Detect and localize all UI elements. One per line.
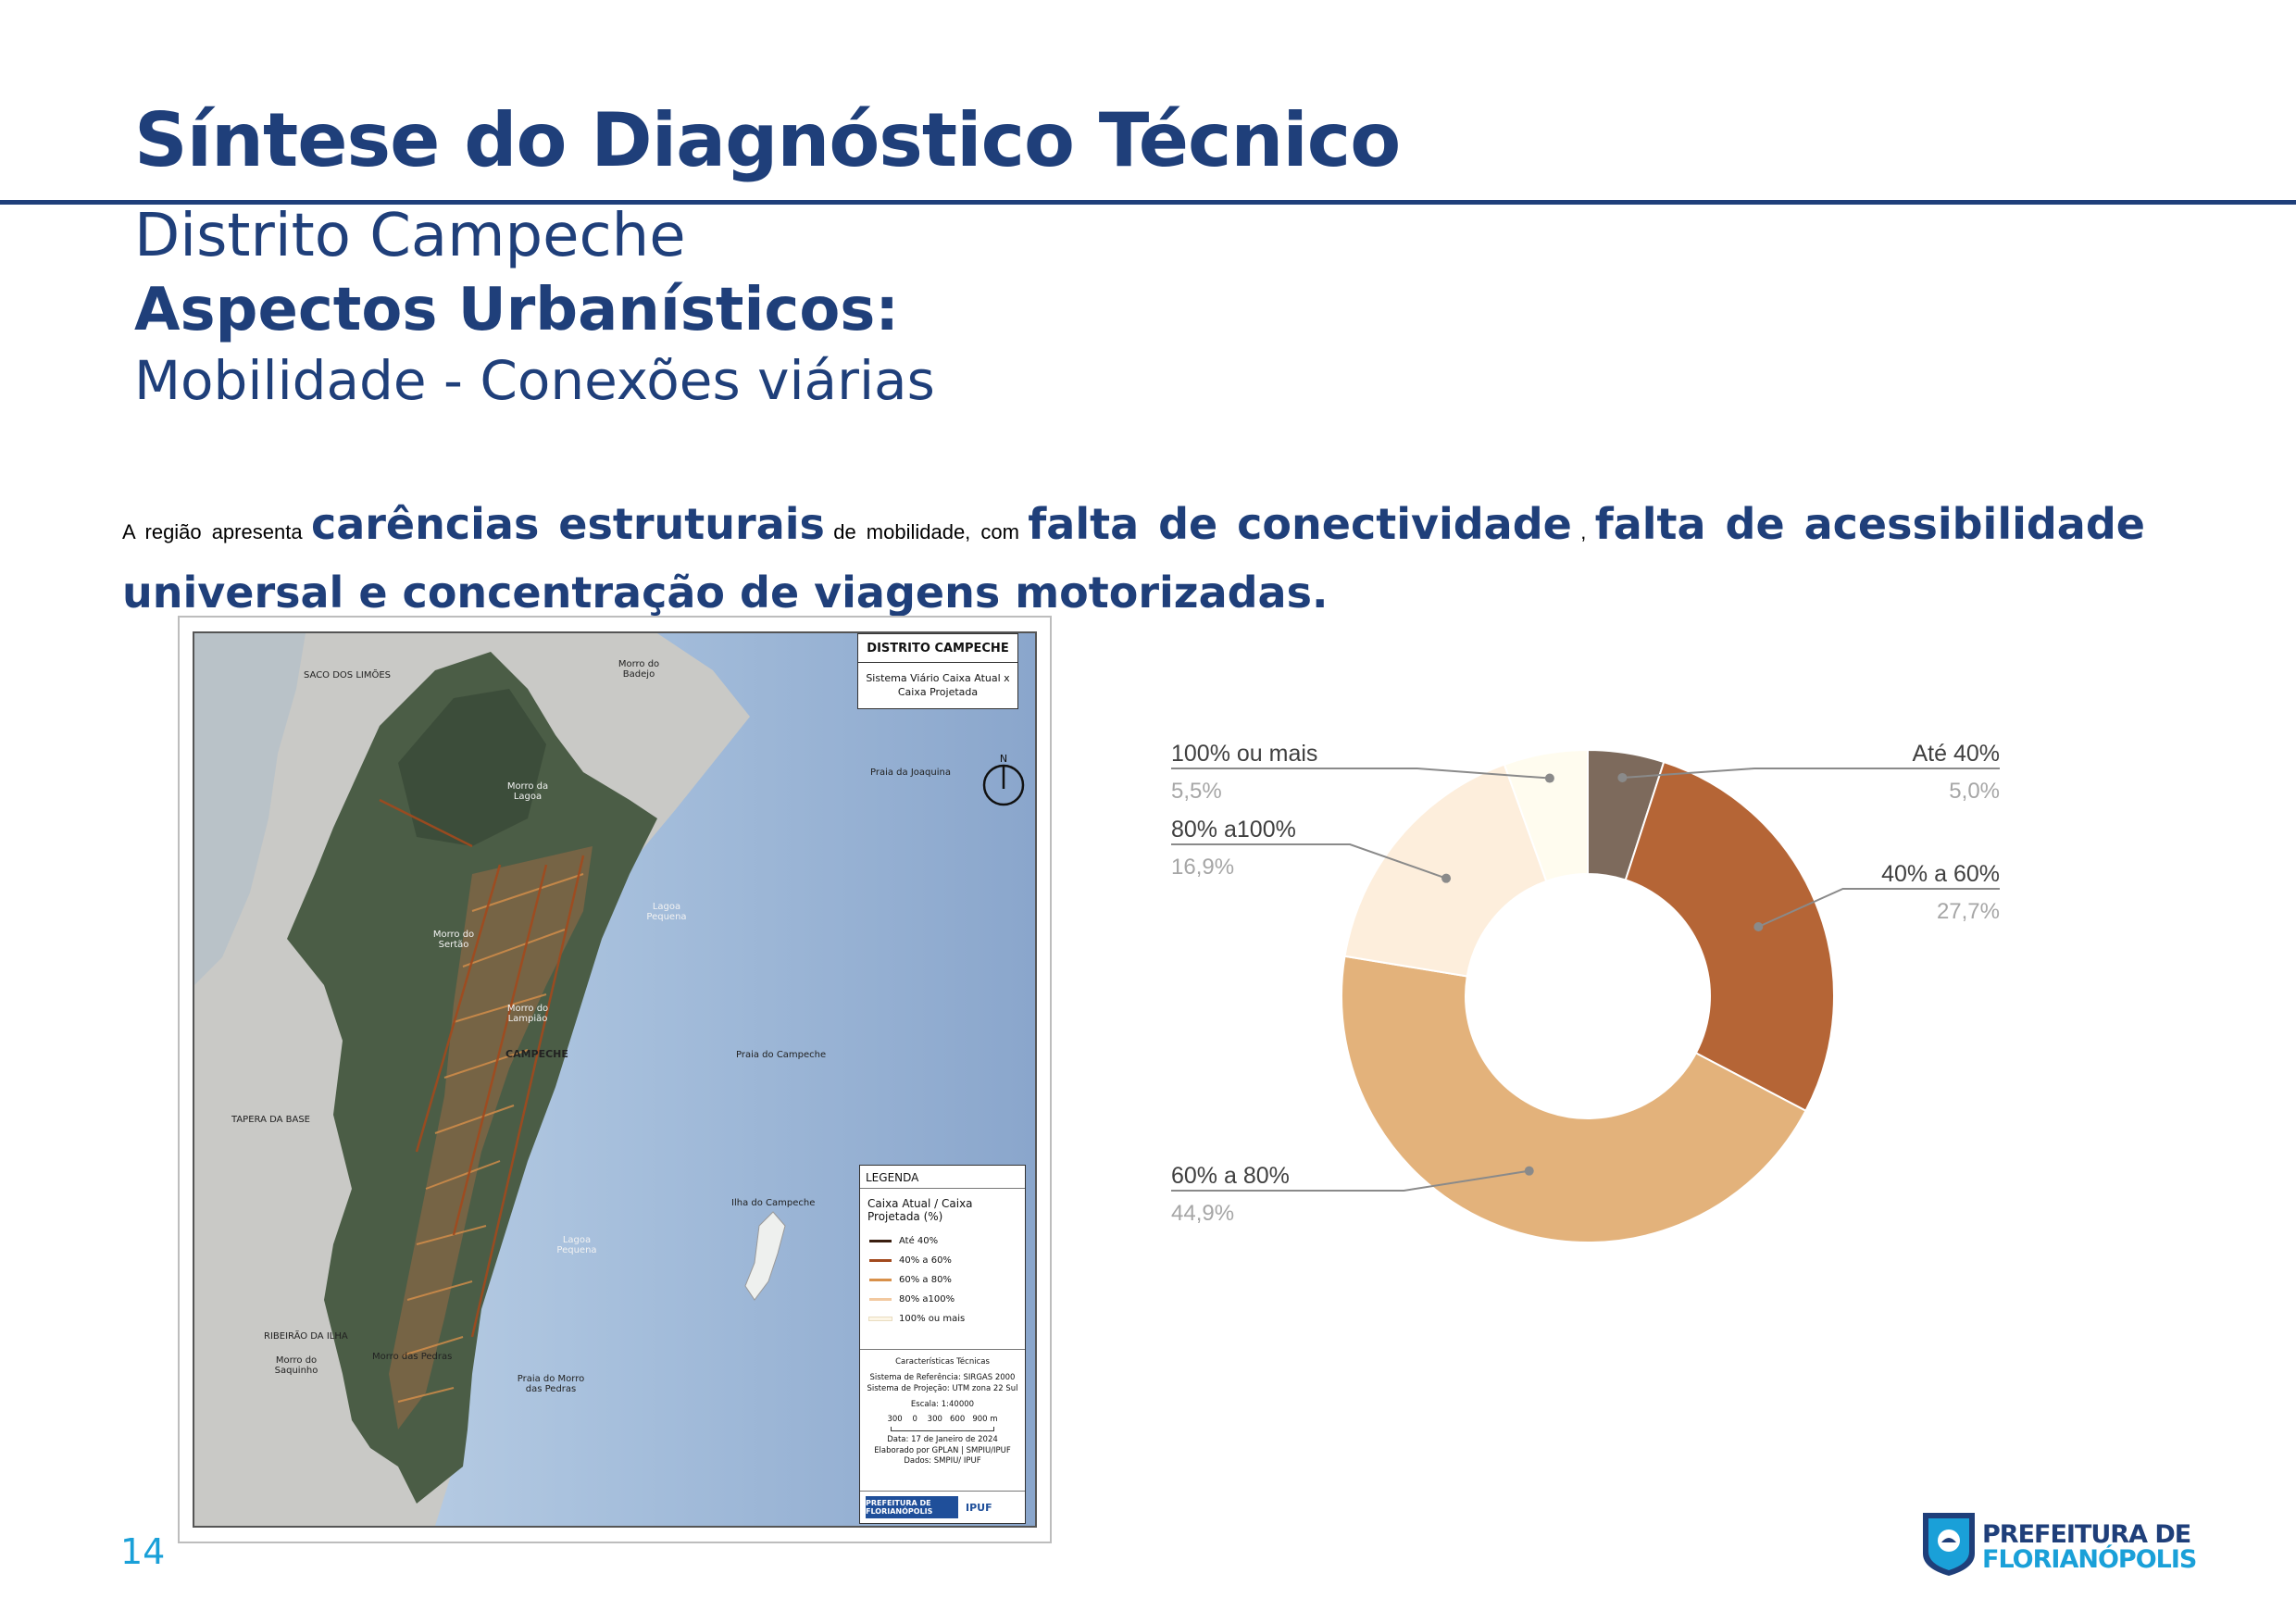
scale-bar <box>891 1427 994 1432</box>
leader-dot <box>1441 873 1452 883</box>
donut-slice <box>1343 763 1548 978</box>
legend-heading: LEGENDA <box>860 1166 1025 1189</box>
donut-slice <box>1341 955 1807 1243</box>
slice-value-label: 5,0% <box>1949 779 2000 804</box>
legend-label: 80% a100% <box>899 1293 955 1305</box>
lead-highlight-1: carências estruturais <box>310 499 825 549</box>
label-praia-morro-pedras: Praia do Morro das Pedras <box>517 1374 585 1394</box>
technical-info: Características Técnicas Sistema de Refe… <box>860 1349 1025 1467</box>
lead-highlight-3: falta de acessibilidade universal e conc… <box>122 499 2145 618</box>
legend-swatch <box>869 1258 892 1262</box>
leader-line <box>1171 768 1550 780</box>
map-source: Dados: SMPIU/ IPUF <box>904 1456 981 1467</box>
topic-heading: Mobilidade - Conexões viárias <box>134 349 935 412</box>
legend-label: 40% a 60% <box>899 1255 952 1266</box>
label-morro-sertao: Morro do Sertão <box>432 930 475 950</box>
lead-highlight-2: falta de conectividade <box>1028 499 1572 549</box>
city-crest-icon <box>1923 1513 1975 1576</box>
map-author: Elaborado por GPLAN | SMPIU/IPUF <box>874 1445 1011 1455</box>
label-campeche: CAMPECHE <box>505 1048 568 1060</box>
legend-item: 60% a 80% <box>860 1270 1025 1290</box>
slice-value-label: 44,9% <box>1171 1201 1234 1226</box>
slice-value-label: 5,5% <box>1171 779 1222 804</box>
label-morro-lagoa: Morro da Lagoa <box>506 781 549 802</box>
legend-label: 60% a 80% <box>899 1274 952 1285</box>
slice-category-label: 100% ou mais <box>1171 741 1317 767</box>
legend-logos: PREFEITURA DE FLORIANÓPOLIS IPUF <box>860 1491 1025 1523</box>
section-heading: Aspectos Urbanísticos: <box>134 276 899 344</box>
donut-chart: Até 40% 5,0% 40% a 60% 27,7% 60% a 80% 44,9% 8… <box>1171 741 2000 1243</box>
donut-slice <box>1624 760 1835 1113</box>
label-praia-joaquina: Praia da Joaquina <box>870 768 951 778</box>
donut-slice <box>1503 748 1589 883</box>
north-arrow-icon: N <box>982 753 1025 806</box>
map-scale: Escala: 1:40000 <box>910 1400 975 1410</box>
slice-category-label: Até 40% <box>1912 741 2000 767</box>
header-divider <box>0 200 2296 205</box>
slice-value-label: 27,7% <box>1937 899 2000 924</box>
legend-swatch <box>869 1278 892 1281</box>
slice-category-label: 60% a 80% <box>1171 1163 1290 1189</box>
label-ilha-campeche: Ilha do Campeche <box>731 1198 816 1208</box>
district-map: SACO DOS LIMÕES Morro do Badejo Praia da… <box>193 631 1037 1528</box>
map-title: DISTRITO CAMPECHE <box>858 634 1017 664</box>
label-lagoa-pequena: Lagoa Pequena <box>646 902 687 922</box>
map-title-box: DISTRITO CAMPECHE Sistema Viário Caixa A… <box>857 633 1018 709</box>
legend-item: Até 40% <box>860 1231 1025 1251</box>
legend-label: 100% ou mais <box>899 1313 966 1324</box>
label-saco-dos-limoes: SACO DOS LIMÕES <box>304 670 392 680</box>
page-title: Síntese do Diagnóstico Técnico <box>134 97 1401 183</box>
slice-category-label: 40% a 60% <box>1881 861 2000 887</box>
ipuf-logo: IPUF <box>966 1501 992 1514</box>
legend-item: 80% a100% <box>860 1290 1025 1309</box>
prefeitura-mini-logo: PREFEITURA DE FLORIANÓPOLIS <box>866 1496 958 1518</box>
logo-line-1: PREFEITURA DE <box>1982 1520 2191 1549</box>
north-label: N <box>1000 753 1007 765</box>
label-praia-campeche: Praia do Campeche <box>736 1050 827 1060</box>
label-morro-badejo: Morro do Badejo <box>618 659 660 680</box>
leader-line <box>1757 888 2000 928</box>
slice-category-label: 80% a100% <box>1171 817 1296 843</box>
district-name: Distrito Campeche <box>134 202 686 270</box>
lead-text-1: A região apresenta <box>122 520 303 543</box>
label-lagoa-pequena-2: Lagoa Pequena <box>556 1235 597 1255</box>
scale-ticks: 300 0 300 600 900 m <box>887 1414 998 1424</box>
logo-line-2: FLORIANÓPOLIS <box>1982 1545 2197 1574</box>
legend-swatch <box>869 1239 892 1242</box>
legend-items: Até 40% 40% a 60% 60% a 80% 80% a100% 100% o… <box>860 1231 1025 1329</box>
page-number: 14 <box>120 1531 166 1572</box>
legend-item: 100% ou mais <box>860 1309 1025 1329</box>
leader-dot <box>1617 772 1628 782</box>
lead-text-2: de mobilidade, com <box>833 520 1019 543</box>
tech-title: Características Técnicas <box>895 1357 990 1367</box>
leader-line <box>1622 768 2000 779</box>
map-legend: LEGENDA Caixa Atual / Caixa Projetada (%… <box>859 1165 1026 1524</box>
legend-subheading: Caixa Atual / Caixa Projetada (%) <box>867 1197 973 1223</box>
tech-projection: Sistema de Projeção: UTM zona 22 Sul <box>867 1383 1018 1393</box>
legend-swatch <box>868 1316 892 1321</box>
tech-reference: Sistema de Referência: SIRGAS 2000 <box>869 1373 1016 1383</box>
legend-label: Até 40% <box>899 1235 939 1246</box>
label-ribeirao-ilha: RIBEIRÃO DA ILHA <box>264 1331 348 1342</box>
leader-dot <box>1753 922 1764 932</box>
leader-dot <box>1544 773 1554 783</box>
leader-line <box>1171 843 1447 880</box>
leader-line <box>1171 1169 1529 1192</box>
map-date: Data: 17 de Janeiro de 2024 <box>887 1435 998 1445</box>
lead-paragraph: A região apresenta carências estruturais… <box>122 495 2145 632</box>
map-subtitle: Sistema Viário Caixa Atual x Caixa Proje… <box>866 672 1010 698</box>
lead-text-3: , <box>1580 520 1587 543</box>
legend-item: 40% a 60% <box>860 1251 1025 1270</box>
label-morro-pedras: Morro das Pedras <box>372 1352 453 1362</box>
label-morro-lampiao: Morro do Lampião <box>506 1004 549 1024</box>
label-morro-saquinho: Morro do Saquinho <box>274 1355 318 1376</box>
prefeitura-logo: PREFEITURA DE FLORIANÓPOLIS <box>1921 1511 2197 1581</box>
slice-value-label: 16,9% <box>1171 855 1234 880</box>
leader-dot <box>1524 1166 1534 1176</box>
legend-swatch <box>869 1297 892 1301</box>
label-tapera-base: TAPERA DA BASE <box>231 1115 310 1125</box>
